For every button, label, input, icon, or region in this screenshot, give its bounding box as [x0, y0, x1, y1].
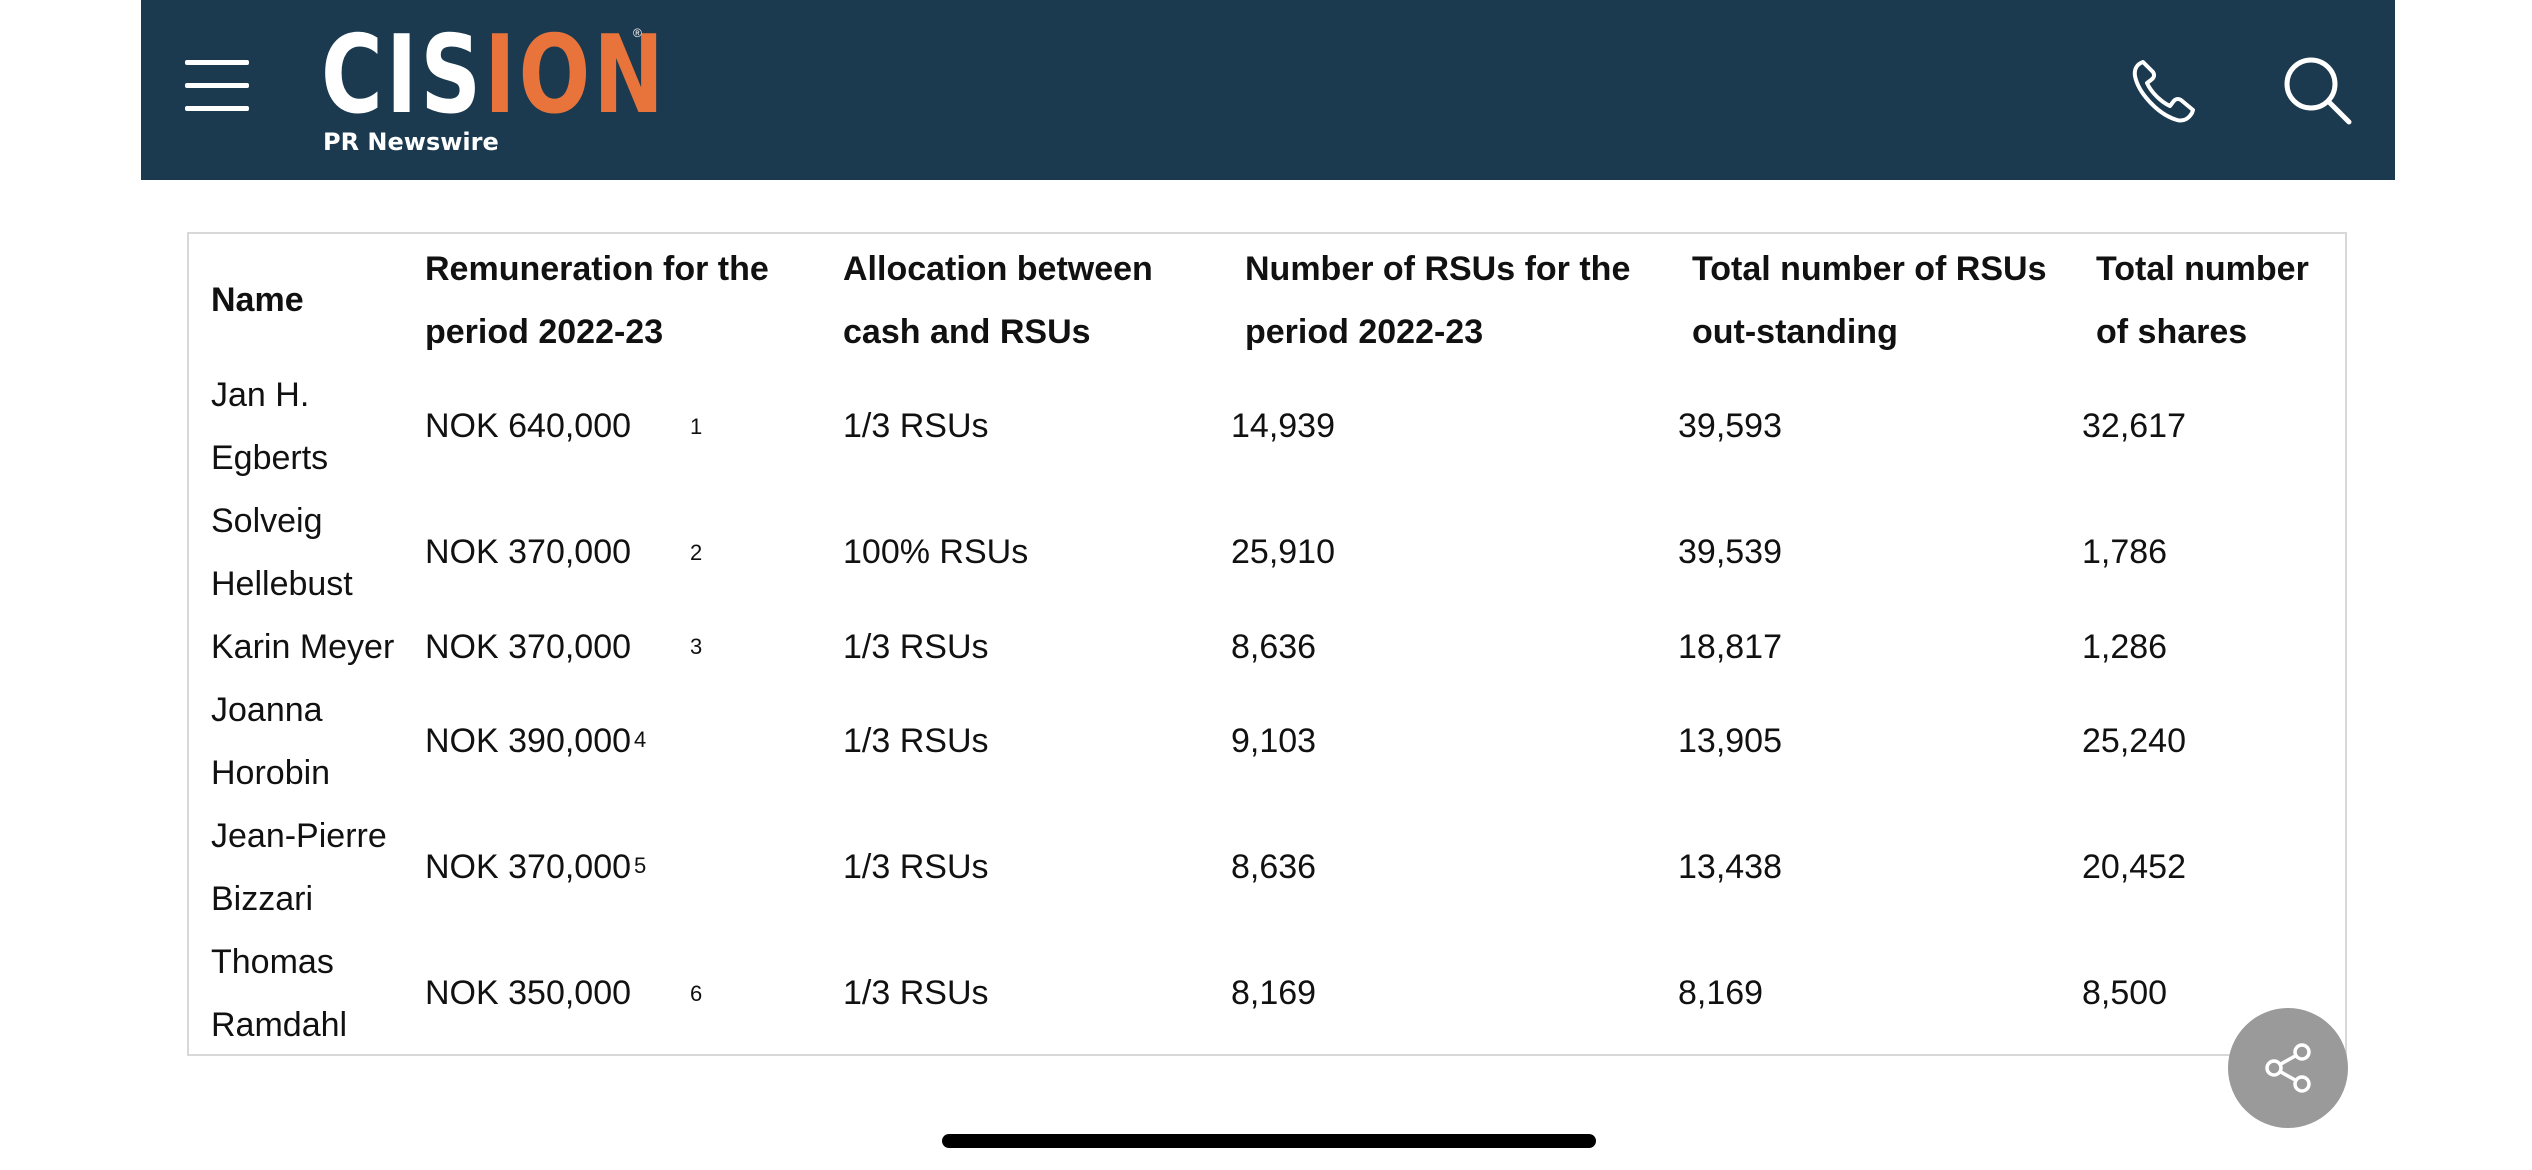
- cell-rsus-outstanding: 8,169: [1678, 974, 1764, 1012]
- cision-logo[interactable]: CISION ® PR Newswire: [321, 22, 664, 172]
- search-button[interactable]: [2281, 54, 2353, 126]
- cell-shares: 25,240: [2082, 722, 2186, 760]
- table-header: Name Remuneration for the period 2022-23…: [189, 234, 2345, 386]
- site-header: CISION ® PR Newswire: [141, 0, 2395, 180]
- cell-remuneration: NOK 370,000: [425, 628, 632, 666]
- share-icon: [2265, 1043, 2311, 1093]
- hamburger-menu-icon: [185, 60, 249, 65]
- logo-subtitle: PR Newswire: [323, 128, 499, 156]
- column-header-shares: Total number of shares: [2096, 250, 2309, 351]
- table-row: Joanna Horobin NOK 390,000 4 1/3 RSUs 9,…: [189, 679, 2345, 805]
- table-row: Thomas Ramdahl NOK 350,000 6 1/3 RSUs 8,…: [189, 931, 2345, 1057]
- cell-shares: 1,286: [2082, 628, 2168, 666]
- column-header-rsus-outstanding: Total number of RSUs out-standing: [1692, 250, 2047, 351]
- logo-wordmark: CISION: [321, 13, 668, 138]
- table-row: Jean-Pierre Bizzari NOK 370,000 5 1/3 RS…: [189, 805, 2345, 931]
- cell-name: Thomas Ramdahl: [211, 943, 348, 1044]
- cell-rsus-outstanding: 39,593: [1678, 407, 1782, 445]
- table-row: Jan H. Egberts NOK 640,000 1 1/3 RSUs 14…: [189, 364, 2345, 490]
- cell-rsus-period: 9,103: [1231, 722, 1317, 760]
- phone-icon: [2132, 60, 2195, 123]
- table-row: Karin Meyer NOK 370,000 3 1/3 RSUs 8,636…: [189, 616, 2345, 679]
- footnote-marker: 6: [690, 981, 703, 1006]
- footnote-marker: 5: [634, 853, 647, 878]
- cell-remuneration: NOK 370,000: [425, 848, 632, 886]
- cell-shares: 1,786: [2082, 533, 2168, 571]
- cell-remuneration: NOK 350,000: [425, 974, 632, 1012]
- cell-rsus-period: 8,169: [1231, 974, 1317, 1012]
- cell-rsus-outstanding: 13,438: [1678, 848, 1782, 886]
- cell-remuneration: NOK 370,000: [425, 533, 632, 571]
- cell-allocation: 1/3 RSUs: [843, 407, 989, 445]
- column-header-rsus-period: Number of RSUs for the period 2022-23: [1245, 250, 1631, 351]
- cell-rsus-period: 8,636: [1231, 848, 1317, 886]
- cell-rsus-period: 8,636: [1231, 628, 1317, 666]
- cell-allocation: 100% RSUs: [843, 533, 1029, 571]
- cell-rsus-period: 14,939: [1231, 407, 1335, 445]
- cell-shares: 32,617: [2082, 407, 2186, 445]
- column-header-name: Name: [211, 281, 304, 319]
- share-button[interactable]: [2228, 1008, 2348, 1128]
- footnote-marker: 4: [634, 727, 647, 752]
- logo-registered-mark: ®: [633, 26, 642, 40]
- column-header-allocation: Allocation between cash and RSUs: [843, 250, 1153, 351]
- remuneration-table: Name Remuneration for the period 2022-23…: [187, 232, 2347, 1056]
- cell-rsus-outstanding: 18,817: [1678, 628, 1782, 666]
- footnote-marker: 3: [690, 634, 703, 659]
- footnote-marker: 2: [690, 540, 703, 565]
- cell-name: Karin Meyer: [211, 628, 395, 666]
- cell-allocation: 1/3 RSUs: [843, 974, 989, 1012]
- cell-name: Joanna Horobin: [211, 691, 331, 792]
- footnote-marker: 1: [690, 414, 703, 439]
- home-indicator[interactable]: [942, 1134, 1596, 1148]
- cell-remuneration: NOK 390,000: [425, 722, 632, 760]
- cell-rsus-outstanding: 13,905: [1678, 722, 1782, 760]
- table-row: Solveig Hellebust NOK 370,000 2 100% RSU…: [189, 490, 2345, 616]
- cell-rsus-outstanding: 39,539: [1678, 533, 1782, 571]
- cell-allocation: 1/3 RSUs: [843, 848, 989, 886]
- cell-name: Solveig Hellebust: [211, 502, 353, 603]
- cell-remuneration: NOK 640,000: [425, 407, 632, 445]
- cell-name: Jan H. Egberts: [211, 376, 329, 477]
- cell-allocation: 1/3 RSUs: [843, 722, 989, 760]
- phone-button[interactable]: [2129, 56, 2199, 126]
- menu-button[interactable]: [185, 58, 253, 114]
- cell-allocation: 1/3 RSUs: [843, 628, 989, 666]
- column-header-remuneration: Remuneration for the period 2022-23: [425, 250, 769, 351]
- cell-name: Jean-Pierre Bizzari: [211, 817, 387, 918]
- search-icon: [2284, 57, 2352, 125]
- cell-rsus-period: 25,910: [1231, 533, 1335, 571]
- cell-shares: 20,452: [2082, 848, 2186, 886]
- cell-shares: 8,500: [2082, 974, 2168, 1012]
